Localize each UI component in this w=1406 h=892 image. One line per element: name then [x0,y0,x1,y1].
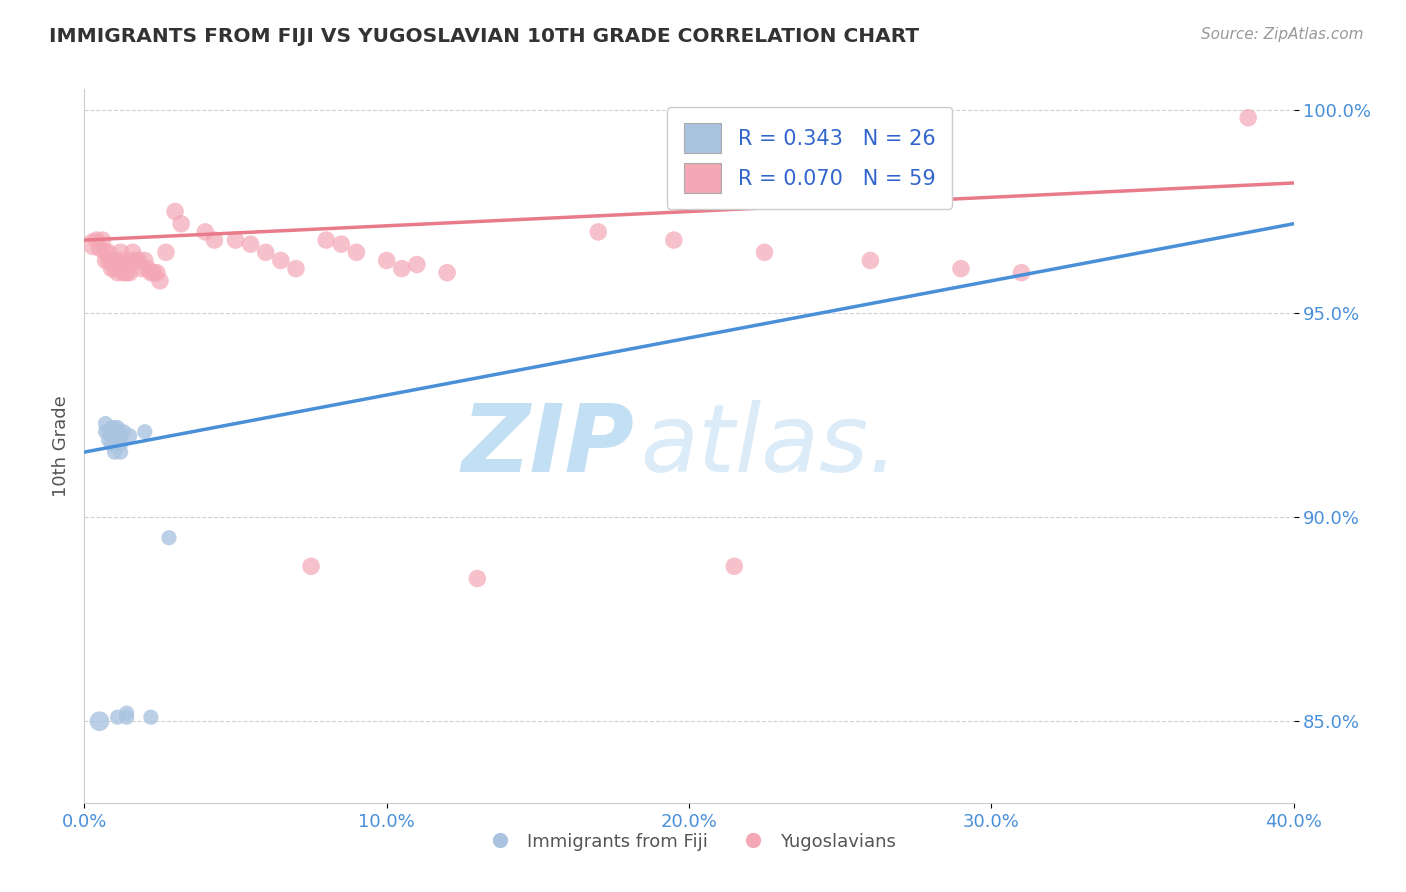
Point [100,261,122,276]
Point [107,420,129,434]
Point [115,258,138,272]
Point [1011,266,1033,280]
Point [299,559,322,574]
Point [107,266,129,280]
Point [94,245,117,260]
Point [97,425,120,439]
Point [375,253,398,268]
Point [330,237,353,252]
Point [254,245,277,260]
Point [94,253,117,268]
Point [110,253,132,268]
Point [202,233,225,247]
Point [588,225,610,239]
Text: Source: ZipAtlas.com: Source: ZipAtlas.com [1201,27,1364,42]
Point [104,261,127,276]
Point [950,261,973,276]
Point [121,253,143,268]
Point [723,559,745,574]
Point [86,233,108,247]
Point [104,253,127,268]
Point [115,706,138,720]
Point [97,433,120,447]
Point [134,253,156,268]
Point [118,429,141,443]
Point [107,429,129,443]
Point [155,245,177,260]
Point [285,261,308,276]
Point [104,437,127,451]
Point [91,233,114,247]
Point [107,258,129,272]
Point [115,266,138,280]
Point [754,245,776,260]
Point [1237,111,1260,125]
Point [146,266,169,280]
Point [134,425,156,439]
Point [100,253,122,268]
Point [406,258,429,272]
Point [110,245,132,260]
Point [97,245,120,260]
Point [662,233,685,247]
Point [142,266,165,280]
Point [89,241,111,255]
Point [94,425,117,439]
Point [89,714,111,729]
Point [112,266,135,280]
Point [128,253,150,268]
Point [100,420,122,434]
Point [270,253,292,268]
Point [346,245,368,260]
Point [131,261,153,276]
Point [104,429,127,443]
Point [467,572,489,586]
Point [107,437,129,451]
Legend: Immigrants from Fiji, Yugoslavians: Immigrants from Fiji, Yugoslavians [475,826,903,858]
Text: atlas.: atlas. [641,401,898,491]
Point [436,266,458,280]
Point [97,253,120,268]
Point [136,261,159,276]
Point [110,437,132,451]
Point [139,266,162,280]
Point [194,225,217,239]
Point [315,233,337,247]
Point [100,437,122,451]
Point [115,710,138,724]
Point [125,253,148,268]
Point [149,274,172,288]
Point [165,204,187,219]
Point [94,417,117,431]
Point [118,266,141,280]
Point [121,245,143,260]
Point [391,261,413,276]
Point [110,429,132,443]
Point [104,420,127,434]
Point [112,425,135,439]
Text: ZIP: ZIP [461,400,634,492]
Point [110,445,132,459]
Y-axis label: 10th Grade: 10th Grade [52,395,70,497]
Point [104,445,127,459]
Point [112,258,135,272]
Point [225,233,247,247]
Point [170,217,193,231]
Point [157,531,180,545]
Point [100,429,122,443]
Point [239,237,262,252]
Point [107,710,129,724]
Point [139,710,162,724]
Point [859,253,882,268]
Point [82,237,104,252]
Text: IMMIGRANTS FROM FIJI VS YUGOSLAVIAN 10TH GRADE CORRELATION CHART: IMMIGRANTS FROM FIJI VS YUGOSLAVIAN 10TH… [49,27,920,45]
